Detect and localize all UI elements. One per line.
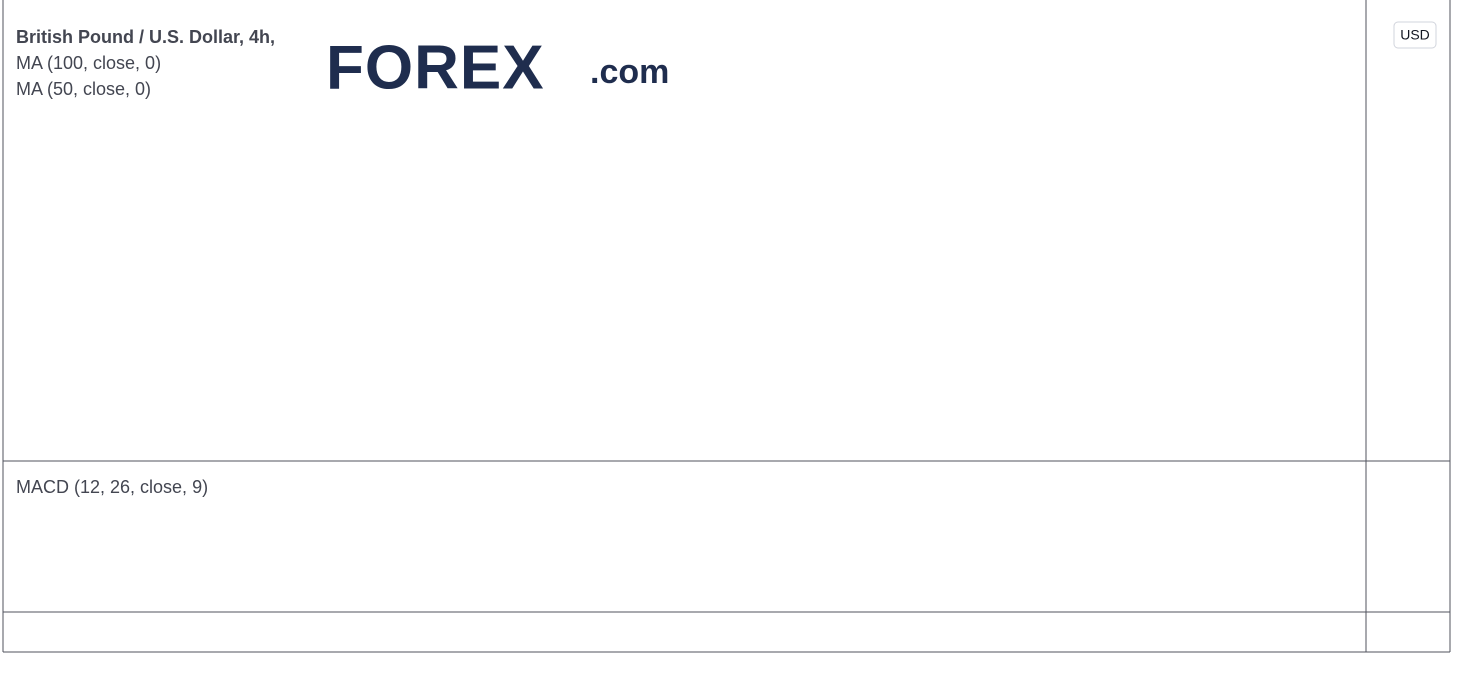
logo-background — [305, 22, 705, 122]
legend-entry: MA (50, close, 0) — [16, 79, 151, 99]
logo-suffix: .com — [590, 53, 669, 91]
logo: FOREX — [326, 33, 545, 102]
macd-title: MACD (12, 26, close, 9) — [16, 477, 208, 497]
currency-button[interactable] — [1393, 21, 1437, 49]
chart-title: British Pound / U.S. Dollar, 4h, — [16, 27, 275, 47]
currency-label[interactable]: USD — [1400, 27, 1430, 43]
legend-entry: MA (100, close, 0) — [16, 53, 161, 73]
